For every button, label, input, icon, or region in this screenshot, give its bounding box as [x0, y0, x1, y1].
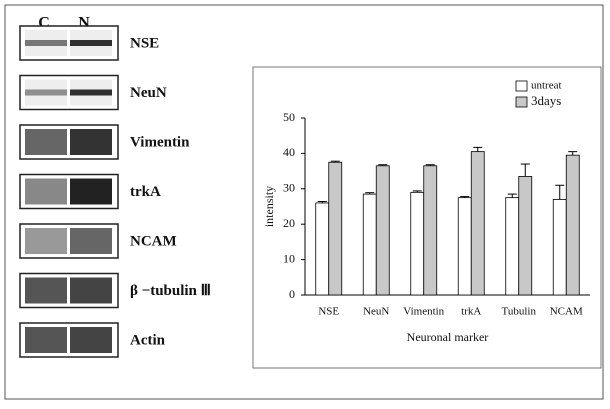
legend-label: untreat [531, 80, 562, 92]
bar [566, 155, 579, 295]
x-tick-label: NCAM [550, 306, 583, 318]
error-bar [568, 152, 577, 156]
blot-label: NSE [130, 35, 159, 51]
blot-label: NeuN [130, 85, 167, 101]
blot-band [70, 40, 112, 46]
y-tick-label: 10 [283, 251, 295, 265]
blot-lane [70, 278, 112, 304]
figure: CNNSENeuNVimentintrkANCAMβ −tubulin ⅢAct… [0, 0, 610, 404]
bar [458, 198, 471, 295]
bar [424, 166, 437, 295]
blot-label: Vimentin [130, 134, 190, 150]
x-tick-label: NeuN [363, 306, 389, 318]
blot-lane [25, 129, 67, 155]
blot-label: trkA [130, 184, 161, 200]
y-tick-label: 20 [283, 216, 295, 230]
blot-label: NCAM [130, 233, 177, 249]
bar [363, 194, 376, 295]
bar [316, 203, 329, 295]
legend-label: 3days [531, 93, 561, 108]
bar [506, 198, 519, 295]
blot-lane [25, 278, 67, 304]
blot-lane [70, 129, 112, 155]
blot-band [25, 90, 67, 96]
bar [471, 152, 484, 295]
bar [329, 162, 342, 295]
x-tick-label: NSE [318, 306, 339, 318]
legend-swatch [516, 81, 527, 91]
y-tick-label: 30 [283, 181, 295, 195]
error-bar [555, 185, 564, 199]
y-axis-label: intensity [262, 186, 276, 227]
error-bar [521, 164, 530, 176]
x-tick-label: Tubulin [502, 306, 537, 318]
error-bar [508, 194, 517, 198]
legend-swatch [516, 97, 527, 107]
x-axis-label: Neuronal marker [407, 330, 489, 344]
blot-band [25, 40, 67, 46]
blot-lane [70, 327, 112, 353]
blot-label: Actin [130, 332, 166, 348]
blot-band [70, 90, 112, 96]
y-tick-label: 0 [289, 287, 295, 301]
x-tick-label: trkA [461, 306, 481, 318]
x-tick-label: Vimentin [403, 306, 444, 318]
y-tick-label: 40 [283, 145, 295, 159]
blot-lane [25, 179, 67, 205]
error-bar [473, 147, 482, 151]
blot-label: β −tubulin Ⅲ [130, 283, 211, 299]
y-tick-label: 50 [283, 110, 295, 124]
bar [411, 192, 424, 295]
bar [519, 176, 532, 295]
blot-lane [25, 228, 67, 254]
blot-lane [70, 179, 112, 205]
bar [376, 166, 389, 295]
blot-lane [70, 228, 112, 254]
blot-lane [25, 327, 67, 353]
bar [553, 199, 566, 295]
